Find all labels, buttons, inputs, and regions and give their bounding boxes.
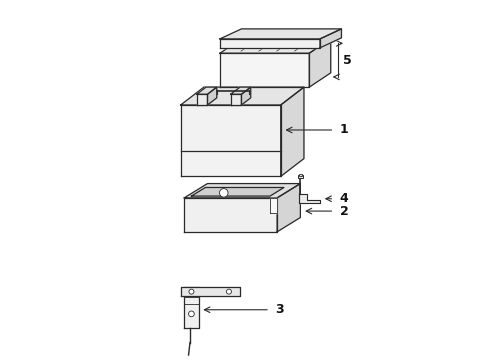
Bar (299, 174, 302, 176)
Polygon shape (181, 287, 240, 296)
Text: 5: 5 (343, 54, 352, 67)
Polygon shape (181, 105, 281, 176)
Polygon shape (184, 287, 198, 328)
Polygon shape (220, 39, 320, 48)
Polygon shape (220, 53, 309, 87)
Text: 3: 3 (275, 303, 284, 316)
Polygon shape (270, 198, 277, 213)
Circle shape (220, 189, 228, 197)
Bar (298, 175, 303, 178)
Polygon shape (184, 198, 277, 232)
Polygon shape (220, 39, 331, 53)
Polygon shape (242, 87, 251, 105)
Circle shape (189, 289, 194, 294)
Text: 1: 1 (340, 123, 348, 136)
Polygon shape (197, 94, 207, 105)
Polygon shape (192, 188, 284, 196)
Polygon shape (207, 87, 217, 105)
Circle shape (189, 311, 194, 317)
Circle shape (226, 289, 231, 294)
Polygon shape (298, 194, 320, 203)
Text: 2: 2 (340, 204, 348, 217)
Polygon shape (184, 184, 300, 198)
Polygon shape (197, 87, 217, 94)
Polygon shape (231, 87, 251, 94)
Polygon shape (181, 87, 304, 105)
Polygon shape (281, 87, 304, 176)
Polygon shape (309, 39, 331, 87)
Polygon shape (320, 29, 342, 48)
Polygon shape (231, 94, 242, 105)
Polygon shape (220, 29, 342, 39)
Polygon shape (277, 184, 300, 232)
Text: 4: 4 (340, 192, 348, 205)
